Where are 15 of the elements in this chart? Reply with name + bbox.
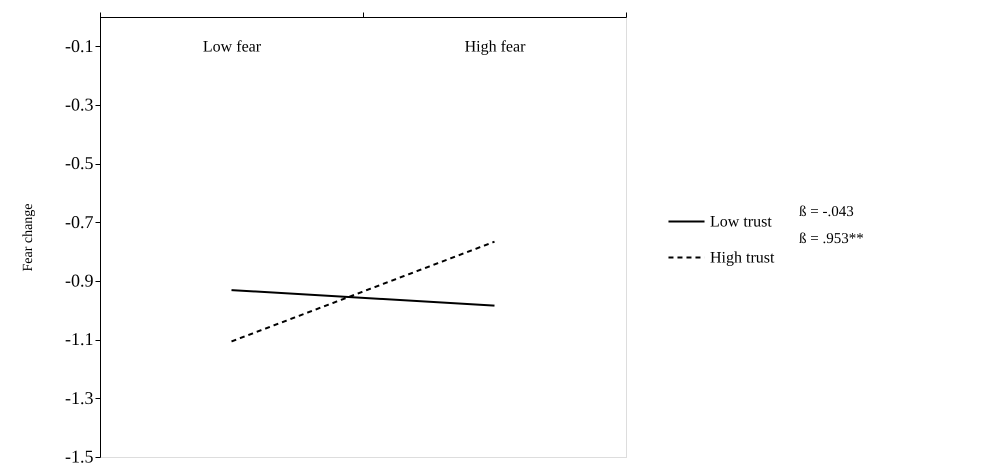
y-tick-label: -1.3 <box>65 388 94 408</box>
y-tick-label: -0.5 <box>65 153 94 174</box>
y-tick-label: -1.1 <box>65 329 94 350</box>
y-tick-label: -0.7 <box>65 212 94 232</box>
x-tick-label: High fear <box>464 38 526 56</box>
y-tick-label: -0.3 <box>65 94 94 114</box>
y-tick-label: -0.1 <box>65 36 94 56</box>
y-tick-label: -0.9 <box>65 270 94 290</box>
x-tick-label: Low fear <box>202 38 262 56</box>
y-tick-label: -1.5 <box>65 446 94 466</box>
legend-label: High trust <box>710 250 775 266</box>
y-axis-title: Fear change <box>21 203 36 272</box>
text: ß = .953** <box>799 231 864 247</box>
legend-label: Low trust <box>710 214 772 230</box>
text: ß = -.043 <box>799 204 854 220</box>
